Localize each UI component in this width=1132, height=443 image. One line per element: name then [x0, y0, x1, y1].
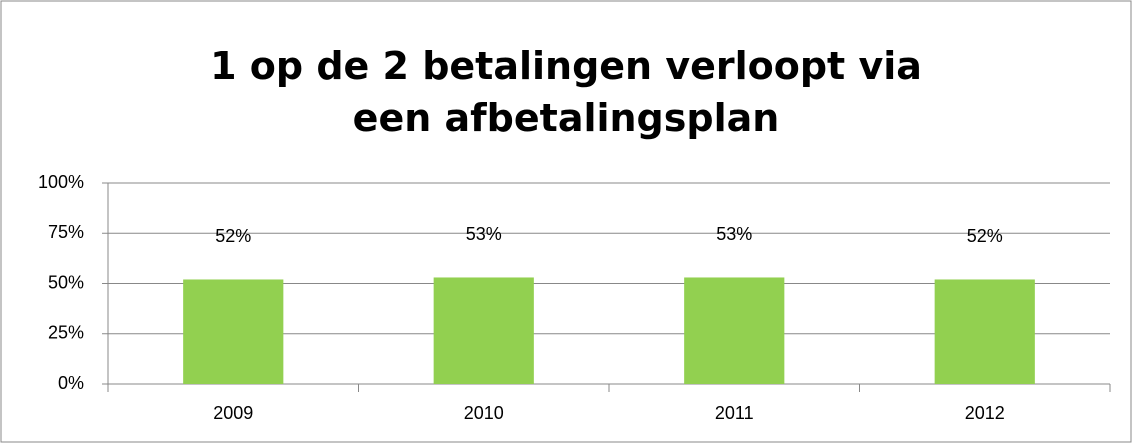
y-tick-label: 100%: [38, 172, 84, 192]
y-tick-label: 25%: [48, 323, 84, 343]
x-tick-label: 2009: [213, 403, 253, 423]
y-tick-label: 75%: [48, 222, 84, 242]
x-tick-label: 2011: [715, 403, 754, 423]
y-tick-label: 50%: [48, 272, 84, 292]
chart-title: 1 op de 2 betalingen verloopt via een af…: [210, 44, 922, 140]
bar: [433, 277, 534, 384]
data-label: 52%: [967, 226, 1003, 246]
data-label: 52%: [215, 226, 251, 246]
bar: [183, 279, 284, 384]
x-tick-label: 2012: [965, 403, 1005, 423]
data-label: 53%: [716, 224, 752, 244]
x-tick-label: 2010: [464, 403, 504, 423]
data-label: 53%: [466, 224, 502, 244]
bar: [684, 277, 785, 384]
bar: [934, 279, 1035, 384]
y-tick-label: 0%: [58, 373, 84, 393]
